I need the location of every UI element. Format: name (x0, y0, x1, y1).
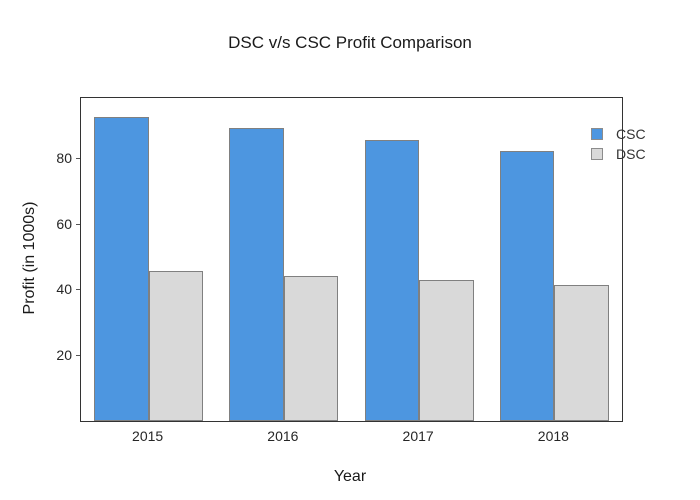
bar-dsc-2015 (148, 270, 204, 421)
bar-csc-2018 (499, 151, 555, 421)
bar-dsc-2018 (554, 285, 609, 421)
bar-dsc-2017 (419, 280, 474, 421)
chart-title: DSC v/s CSC Profit Comparison (228, 33, 472, 52)
legend-swatch-csc-icon (591, 128, 603, 140)
y-tick-label-20: 20 (56, 346, 72, 363)
x-tick-label-2018: 2018 (537, 428, 569, 444)
legend-swatch-dsc-icon (591, 148, 603, 160)
y-tick-mark (76, 223, 80, 225)
legend-label-csc: CSC (616, 126, 646, 142)
y-tick-mark (76, 289, 80, 291)
y-tick-mark (76, 354, 80, 356)
bar-dsc-2016 (283, 275, 339, 421)
legend-item-dsc: DSC (591, 144, 646, 164)
bar-csc-2016 (229, 128, 284, 421)
y-tick-label-40: 40 (56, 281, 72, 298)
bar-csc-2017 (364, 139, 420, 421)
legend-item-csc: CSC (591, 124, 646, 144)
x-axis-title: Year (333, 468, 367, 485)
y-tick-label-80: 80 (56, 150, 72, 167)
x-tick-label-2017: 2017 (402, 428, 434, 444)
legend: CSC DSC (591, 124, 646, 164)
y-tick-label-60: 60 (56, 215, 72, 232)
bar-csc-2015 (94, 116, 149, 421)
y-tick-mark (76, 158, 80, 160)
plot-area (80, 97, 623, 422)
y-axis-title: Profit (in 1000s) (21, 201, 38, 315)
x-tick-label-2016: 2016 (267, 428, 299, 444)
legend-label-dsc: DSC (616, 146, 646, 162)
x-tick-label-2015: 2015 (132, 428, 164, 444)
